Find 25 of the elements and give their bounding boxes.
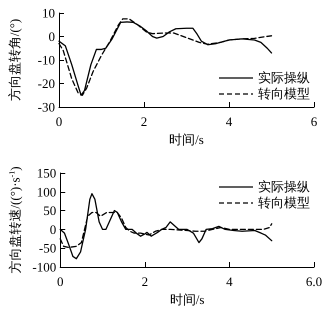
x-tick-label: 4 — [226, 274, 234, 289]
x-axis-title: 时间/s — [170, 292, 204, 307]
y-tick-label: 100 — [36, 184, 56, 200]
legend-label: 转向模型 — [258, 195, 310, 210]
y-tick-label: -100 — [32, 260, 56, 274]
legend-label: 实际操纵 — [258, 70, 310, 85]
x-tick-label: 2 — [140, 114, 148, 129]
y-tick-label: -20 — [38, 76, 55, 91]
y-tick-label: -50 — [38, 240, 56, 256]
y-axis-title: 方向盘转速/((°)·s-1) — [8, 166, 22, 274]
y-tick-label: 10 — [42, 6, 55, 20]
y-tick-label: 0 — [50, 222, 56, 237]
x-axis-title: 时间/s — [169, 132, 204, 147]
x-tick-label: 2 — [142, 274, 148, 289]
y-tick-label: 0 — [48, 29, 55, 44]
legend-label: 实际操纵 — [258, 179, 310, 194]
y-tick-label: 150 — [36, 166, 56, 180]
y-axis-title: 方向盘转角/(°) — [7, 18, 22, 102]
y-tick-label: -30 — [38, 100, 55, 114]
x-tick-label: 6 — [310, 114, 318, 129]
legend-label: 转向模型 — [258, 86, 310, 101]
y-tick-label: 50 — [43, 203, 56, 218]
x-tick-label: 4 — [226, 114, 233, 129]
y-tick-label: -10 — [38, 52, 55, 68]
x-tick-label: 6.0 — [306, 274, 322, 289]
